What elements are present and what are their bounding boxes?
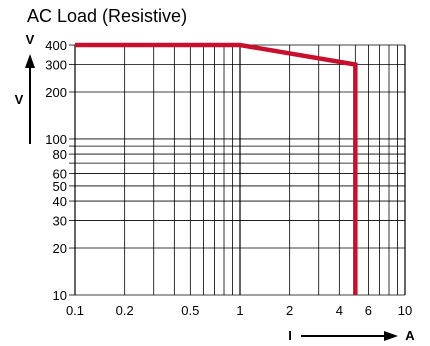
y-tick-label: 100 (45, 132, 67, 147)
load-limit-curve (75, 42, 358, 295)
x-tick-labels: 0.1 0.2 0.5 1 2 4 6 10 (66, 303, 412, 318)
x-tick-label: 6 (365, 303, 372, 318)
y-axis-label: V (15, 92, 24, 107)
x-tick-label: 10 (398, 303, 412, 318)
x-tick-label: 0.5 (181, 303, 199, 318)
x-axis-unit: A (405, 328, 415, 343)
chart-title: AC Load (Resistive) (27, 6, 188, 26)
axis-annotations: V V I A (15, 32, 416, 343)
y-tick-label: 400 (45, 38, 67, 53)
series-layer (74, 42, 358, 296)
y-tick-label: 30 (53, 214, 67, 229)
y-tick-label: 300 (45, 57, 67, 72)
x-axis-label: I (288, 328, 292, 343)
x-axis-arrowhead (384, 331, 398, 341)
grid (69, 44, 406, 296)
y-tick-label: 20 (53, 241, 67, 256)
y-tick-label: 50 (53, 179, 67, 194)
y-tick-label: 200 (45, 85, 67, 100)
x-tick-label: 0.2 (116, 303, 134, 318)
x-tick-label: 4 (336, 303, 343, 318)
y-axis-arrowhead (25, 54, 35, 68)
y-tick-label: 40 (53, 194, 67, 209)
x-tick-label: 1 (236, 303, 243, 318)
x-tick-label: 2 (286, 303, 293, 318)
y-tick-label: 60 (53, 167, 67, 182)
x-tick-label: 0.1 (66, 303, 84, 318)
y-axis-unit: V (26, 32, 35, 47)
y-tick-label: 80 (53, 147, 67, 162)
y-tick-label: 10 (53, 288, 67, 303)
